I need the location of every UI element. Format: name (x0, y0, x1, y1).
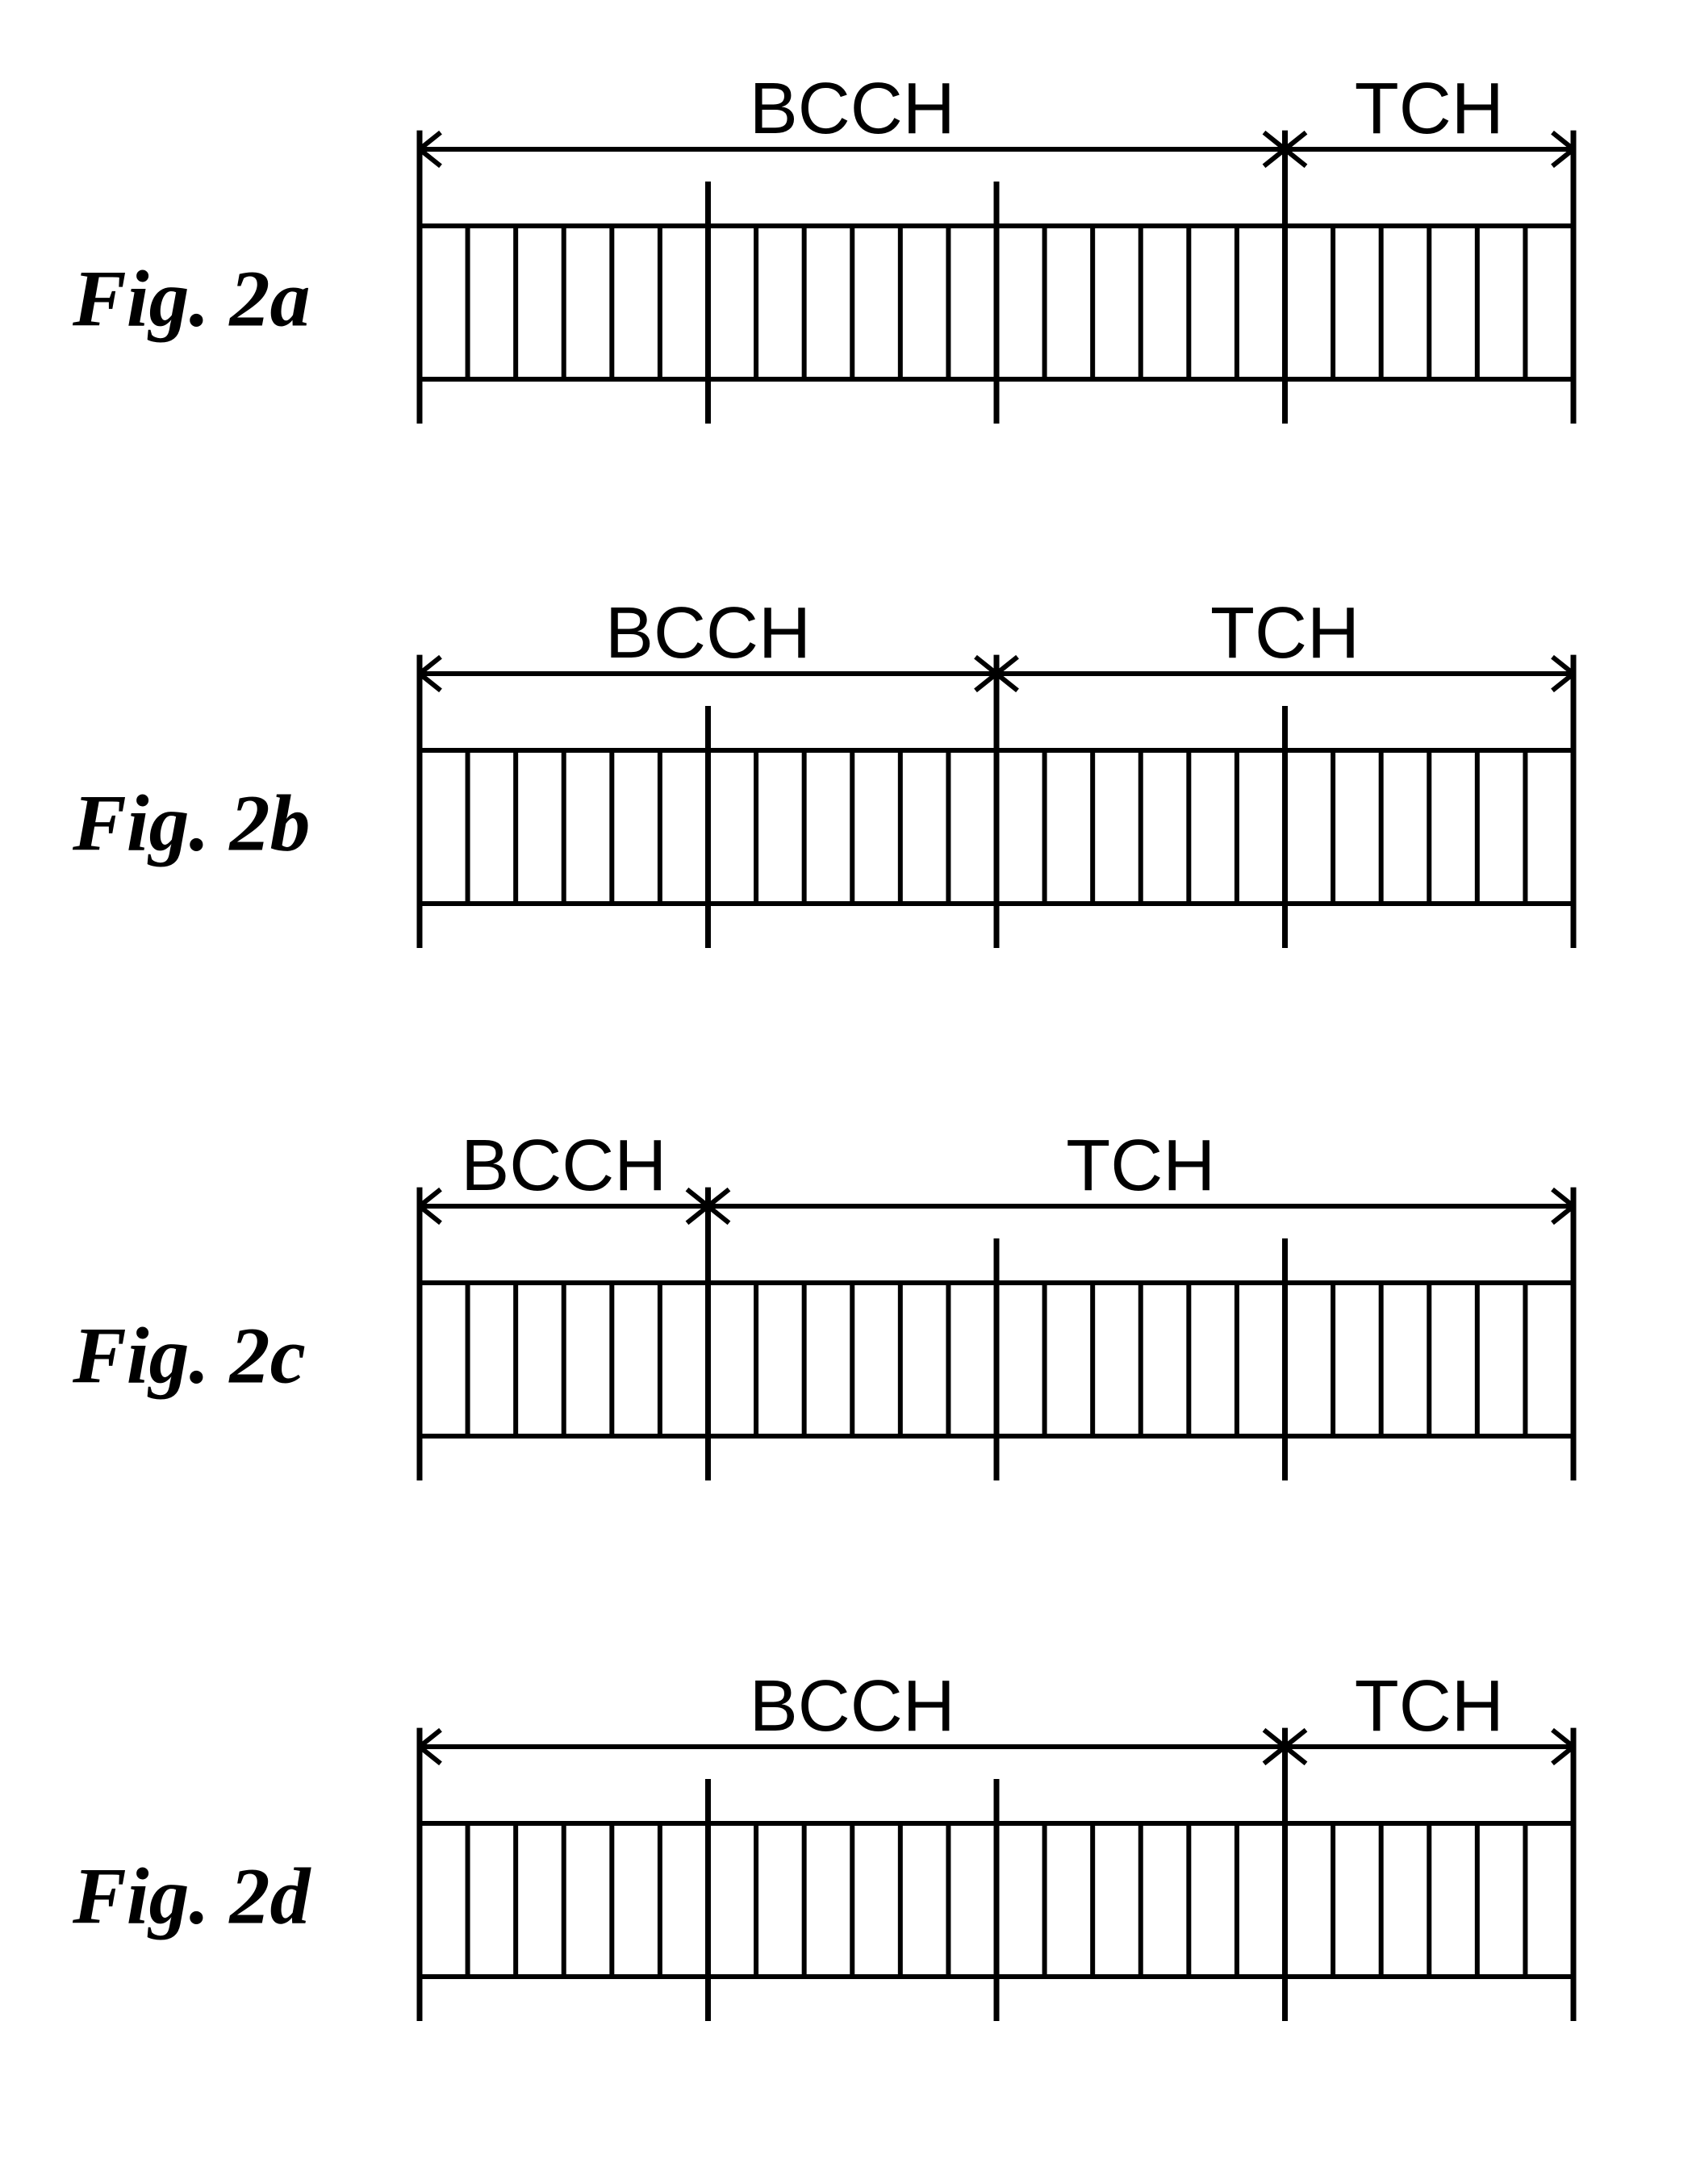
figure-3: BCCH TCH Fig. 2d (72, 1666, 1573, 2021)
figure-2: BCCH TCH Fig. 2c (72, 1125, 1573, 1480)
svg-text:Fig. 2c: Fig. 2c (72, 1311, 306, 1401)
figure-1: BCCH TCH Fig. 2b (72, 593, 1573, 948)
svg-text:Fig. 2d: Fig. 2d (72, 1852, 311, 1941)
svg-text:Fig. 2a: Fig. 2a (72, 254, 310, 344)
svg-text:TCH: TCH (1355, 69, 1504, 149)
figure-0: BCCH TCH Fig. 2a (72, 69, 1573, 424)
svg-text:BCCH: BCCH (461, 1125, 666, 1206)
svg-text:BCCH: BCCH (750, 69, 955, 149)
svg-text:TCH: TCH (1210, 593, 1360, 674)
svg-text:TCH: TCH (1066, 1125, 1215, 1206)
svg-text:BCCH: BCCH (750, 1666, 955, 1747)
svg-text:TCH: TCH (1355, 1666, 1504, 1747)
svg-text:Fig. 2b: Fig. 2b (72, 779, 310, 868)
svg-text:BCCH: BCCH (605, 593, 811, 674)
